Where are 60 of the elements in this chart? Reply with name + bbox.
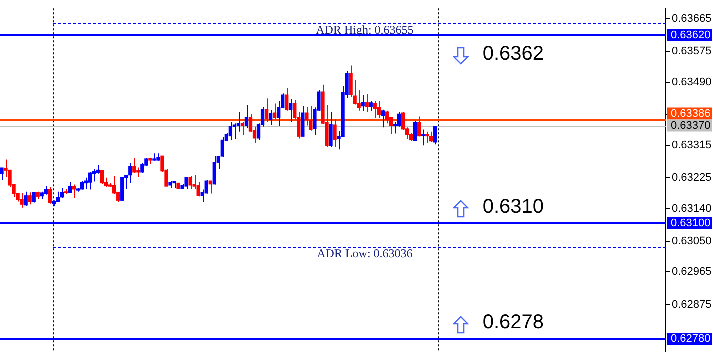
ref-line-label: 0.63386 [671,108,711,120]
candlestick [72,184,76,199]
candlestick [24,191,28,207]
candlestick [120,177,124,202]
candlestick [100,170,104,185]
candlestick [128,162,132,184]
candlestick [68,182,72,194]
y-tick-label: 0.63490 [672,76,712,88]
candlestick [244,105,249,129]
candlestick [268,110,273,126]
candlestick [425,131,430,144]
y-tick-label: 0.62875 [672,298,712,311]
candlestick [381,109,385,128]
candlestick [333,119,337,148]
ref-line-label: ADR Low: 0.63036 [317,246,413,261]
candlestick [429,131,434,143]
candlestick [285,88,289,112]
candlestick [289,98,293,123]
annotation: 0.6310 [482,196,544,218]
annotation: 0.6278 [482,312,544,334]
candlestick [20,192,24,208]
candlestick [0,168,4,180]
candlestick [140,162,144,174]
candlestick [60,187,64,199]
candlestick [373,101,377,119]
candlestick [385,110,389,124]
candlestick [56,191,60,203]
y-tick-label: 0.63050 [672,236,712,248]
candlestick [88,172,92,190]
y-tick-label: 0.63665 [672,13,712,26]
candlestick [329,112,333,148]
ref-line-label: 0.63370 [671,120,711,132]
candlestick [188,176,192,190]
candlestick [433,126,438,146]
candlestick [417,116,422,138]
ref-line-label: ADR High: 0.63655 [316,22,414,37]
candlestick [413,120,418,142]
ref-line-label: 0.63620 [671,29,711,42]
y-tick-label: 0.63315 [672,140,712,152]
y-tick-label: 0.63575 [672,46,712,58]
ref-line-label: 0.62780 [671,333,711,346]
candlestick [212,156,216,186]
candlestick [309,106,313,132]
candlestick [232,123,237,140]
candlestick [264,98,269,123]
candlestick [32,192,36,204]
candlestick [48,186,52,204]
y-tick-label: 0.63225 [672,172,712,184]
ref-line-label: 0.63100 [671,217,711,230]
annotation: 0.6362 [482,42,544,65]
candlestick [184,176,188,190]
candlestick [228,122,233,141]
y-tick-label: 0.62965 [672,266,712,278]
candlestick [305,106,309,126]
candlestick [272,103,277,120]
candlestick [28,192,32,206]
candlestick [369,101,373,112]
candlestick [377,101,381,119]
y-tick-label: 0.63140 [672,202,712,215]
candlestick [365,94,369,113]
